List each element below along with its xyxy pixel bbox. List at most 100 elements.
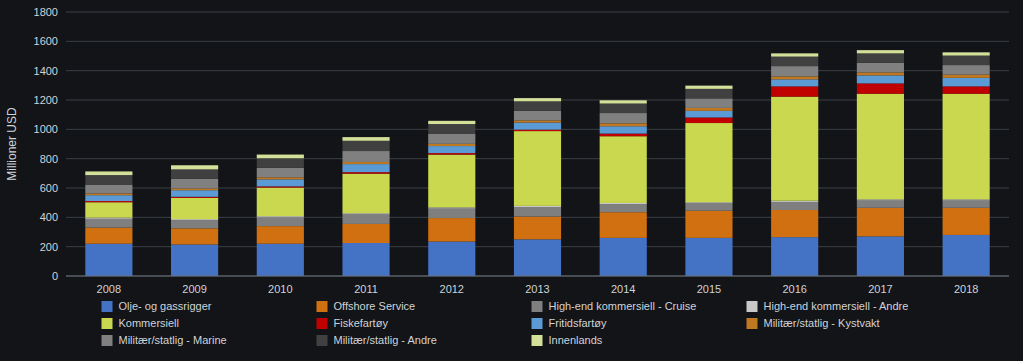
bar-segment: [857, 94, 904, 200]
y-grid: [66, 12, 1009, 276]
bar-segment: [685, 89, 732, 99]
bar-segment: [685, 123, 732, 202]
x-tick-label: 2008: [97, 283, 121, 295]
bar-segment: [85, 171, 132, 175]
x-tick-label: 2016: [782, 283, 806, 295]
bar-segment: [943, 75, 990, 78]
grid-line: [66, 12, 1009, 13]
bar-segment: [943, 52, 990, 55]
bar-segment: [171, 165, 218, 169]
bar-segment: [943, 200, 990, 207]
bar-segment: [85, 218, 132, 219]
bar-segment: [943, 199, 990, 200]
series: [85, 83, 989, 202]
bar-segment: [771, 97, 818, 201]
bar-segment: [342, 213, 389, 214]
bar-segment: [600, 238, 647, 276]
bar-segment: [771, 86, 818, 96]
bar-segment: [428, 218, 475, 241]
bar-segment: [600, 113, 647, 123]
x-tick-label: 2014: [611, 283, 635, 295]
bar-segment: [428, 124, 475, 134]
bar-segment: [685, 86, 732, 89]
bar-segment: [85, 193, 132, 195]
bar-segment: [342, 141, 389, 151]
x-tick-label: 2013: [525, 283, 549, 295]
bar-segment: [342, 172, 389, 173]
chart: 020040060080010001200140016001800Million…: [0, 0, 1023, 361]
bar-segment: [943, 94, 990, 200]
legend-swatch: [532, 301, 543, 312]
bar-segment: [428, 134, 475, 144]
bar-segment: [171, 228, 218, 244]
bar-segment: [771, 53, 818, 56]
y-tick-label: 1000: [34, 123, 58, 135]
legend-label: Militær/statlig - Kystvakt: [764, 317, 880, 329]
bar-segment: [257, 177, 304, 179]
bar-segment: [85, 201, 132, 202]
bar-segment: [600, 104, 647, 114]
series: [85, 208, 989, 245]
bar-segment: [857, 63, 904, 73]
bar-segment: [514, 239, 561, 276]
legend-swatch: [532, 318, 543, 329]
bar-segment: [342, 151, 389, 162]
x-tick-label: 2010: [268, 283, 292, 295]
bar-segment: [171, 188, 218, 190]
bar-segment: [342, 137, 389, 141]
bar-segment: [600, 204, 647, 212]
bar-segment: [771, 66, 818, 76]
y-tick-label: 1600: [34, 35, 58, 47]
x-tick-label: 2009: [182, 283, 206, 295]
bars: [85, 50, 989, 276]
legend-label: Offshore Service: [334, 300, 416, 312]
bar-segment: [943, 208, 990, 235]
x-tick-label: 2017: [868, 283, 892, 295]
bar-segment: [943, 56, 990, 66]
bar-segment: [857, 200, 904, 207]
bar-segment: [85, 185, 132, 194]
legend-label: High-end kommersiell - Andre: [764, 300, 909, 312]
bar-segment: [85, 202, 132, 217]
bar-segment: [342, 243, 389, 276]
bar-segment: [685, 111, 732, 118]
series: [85, 94, 989, 219]
bar-segment: [857, 208, 904, 237]
bar-segment: [171, 190, 218, 197]
bar-segment: [428, 155, 475, 208]
legend-label: Fritidsfartøy: [549, 317, 608, 329]
grid-line: [66, 41, 1009, 42]
legend-label: Fiskefartøy: [334, 317, 389, 329]
bar-segment: [257, 179, 304, 186]
bar-segment: [857, 72, 904, 75]
bar-segment: [257, 216, 304, 217]
legend-swatch: [532, 335, 543, 346]
legend-swatch: [317, 318, 328, 329]
bar-segment: [685, 202, 732, 203]
grid-line: [66, 276, 1009, 277]
bar-segment: [428, 207, 475, 208]
bar-segment: [514, 120, 561, 122]
y-tick-label: 600: [40, 182, 58, 194]
bar-segment: [171, 197, 218, 198]
y-axis-label: Millioner USD: [5, 107, 19, 181]
bar-segment: [257, 168, 304, 178]
bar-segment: [771, 79, 818, 86]
bar-segment: [342, 224, 389, 243]
bar-segment: [428, 146, 475, 153]
x-tick-label: 2015: [697, 283, 721, 295]
bar-segment: [85, 219, 132, 228]
bar-segment: [857, 50, 904, 53]
bar-segment: [514, 123, 561, 130]
x-tick-label: 2018: [954, 283, 978, 295]
legend-label: Militær/statlig - Marine: [119, 334, 227, 346]
bar-segment: [514, 98, 561, 101]
y-tick-label: 1200: [34, 94, 58, 106]
bar-segment: [685, 211, 732, 238]
bar-segment: [257, 155, 304, 159]
x-tick-label: 2011: [354, 283, 378, 295]
bar-segment: [857, 53, 904, 63]
legend-swatch: [747, 301, 758, 312]
y-tick-label: 200: [40, 241, 58, 253]
x-tick-label: 2012: [440, 283, 464, 295]
